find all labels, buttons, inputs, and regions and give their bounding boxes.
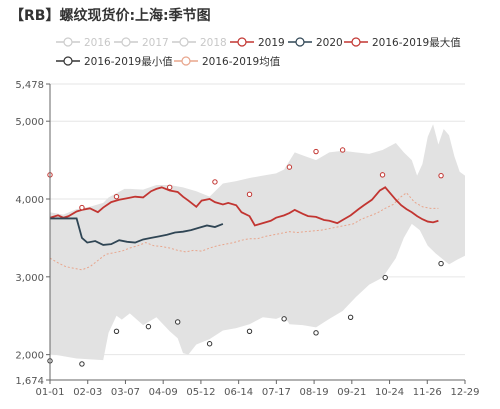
legend-item-2016-0: 2016 — [56, 37, 111, 49]
legend-item-2016-2019-5: 2016-2019最大值 — [344, 36, 461, 49]
legend-circle-icon — [351, 37, 361, 47]
legend-circle-icon — [63, 56, 73, 66]
x-tick-label-7: 08-19 — [300, 387, 329, 398]
legend-circle-icon — [181, 56, 191, 66]
y-tick-label-1: 2,000 — [15, 351, 44, 362]
legend-item-2020-4: 2020 — [288, 37, 343, 49]
y-tick-label-5: 5,478 — [15, 80, 44, 91]
max-marker-2 — [113, 193, 120, 200]
y-tick-label-3: 4,000 — [15, 195, 44, 206]
legend-label: 2018 — [200, 37, 227, 49]
max-marker-4 — [212, 179, 218, 185]
legend-label: 2016-2019最小值 — [84, 55, 173, 68]
axes: 1,674 2,000 3,000 4,000 5,000 5,478 01-01 02-03… — [15, 80, 479, 398]
legend-item-2016-2019-7: 2016-2019均值 — [174, 55, 281, 68]
legend-label: 2019 — [258, 37, 285, 49]
legend-item-2016-2019-6: 2016-2019最小值 — [56, 55, 173, 68]
y-tick-label-2: 3,000 — [15, 273, 44, 284]
min-max-band-area — [50, 124, 465, 361]
legend-circle-icon — [237, 37, 247, 47]
max-marker-1 — [79, 204, 85, 211]
series-line-2019 — [49, 186, 439, 227]
legend-circle-icon — [121, 37, 131, 47]
legend-label: 2017 — [142, 37, 169, 49]
min-marker-7 — [281, 316, 287, 322]
legend-item-2017-1: 2017 — [114, 37, 169, 49]
legend-circle-icon — [295, 37, 305, 47]
x-tick-label-1: 02-03 — [73, 387, 102, 398]
min-marker-6 — [246, 328, 253, 334]
extreme-markers — [47, 147, 444, 367]
x-tick-label-11: 12-29 — [450, 387, 479, 398]
max-marker-8 — [339, 147, 346, 153]
x-tick-label-5: 06-14 — [224, 387, 253, 398]
range-band — [50, 124, 465, 361]
min-marker-8 — [313, 330, 319, 336]
x-tick-label-8: 09-21 — [337, 387, 366, 398]
legend-label: 2020 — [316, 37, 343, 49]
series-lines — [49, 186, 439, 271]
min-marker-11 — [438, 260, 444, 267]
x-tick-label-3: 04-09 — [149, 387, 178, 398]
max-marker-3 — [167, 184, 173, 191]
x-tick-label-6: 07-17 — [262, 387, 291, 398]
x-tick-label-0: 01-01 — [35, 387, 64, 398]
min-marker-4 — [174, 319, 181, 325]
legend-circle-icon — [63, 37, 73, 47]
max-marker-7 — [313, 148, 319, 155]
series-line-2020 — [50, 217, 224, 246]
min-marker-3 — [145, 323, 152, 330]
y-tick-label-0: 1,674 — [15, 376, 44, 387]
legend-item-2019-3: 2019 — [230, 37, 285, 49]
legend-label: 2016-2019均值 — [202, 55, 281, 68]
legend-label: 2016 — [84, 37, 111, 49]
max-marker-9 — [379, 172, 386, 178]
legend: 2016 2017 2018 2019 2020 2016-2019最大值 2016-201… — [56, 36, 461, 68]
max-marker-6 — [286, 164, 293, 170]
x-tick-label-10: 11-26 — [413, 387, 442, 398]
min-marker-2 — [113, 328, 120, 334]
x-tick-label-9: 10-24 — [375, 387, 404, 398]
y-tick-label-4: 5,000 — [15, 117, 44, 128]
x-tick-label-2: 03-07 — [111, 387, 140, 398]
x-tick-label-4: 05-12 — [186, 387, 215, 398]
min-marker-5 — [206, 341, 213, 347]
legend-label: 2016-2019最大值 — [372, 36, 461, 49]
min-marker-1 — [79, 361, 85, 367]
chart-title: 【RB】螺纹现货价:上海:季节图 — [10, 8, 211, 24]
legend-circle-icon — [179, 37, 189, 47]
legend-item-2018-2: 2018 — [172, 37, 227, 49]
series-line-mean — [49, 192, 439, 271]
max-marker-5 — [246, 191, 253, 198]
min-marker-9 — [347, 314, 354, 320]
max-marker-10 — [438, 172, 444, 179]
min-marker-10 — [382, 274, 388, 281]
